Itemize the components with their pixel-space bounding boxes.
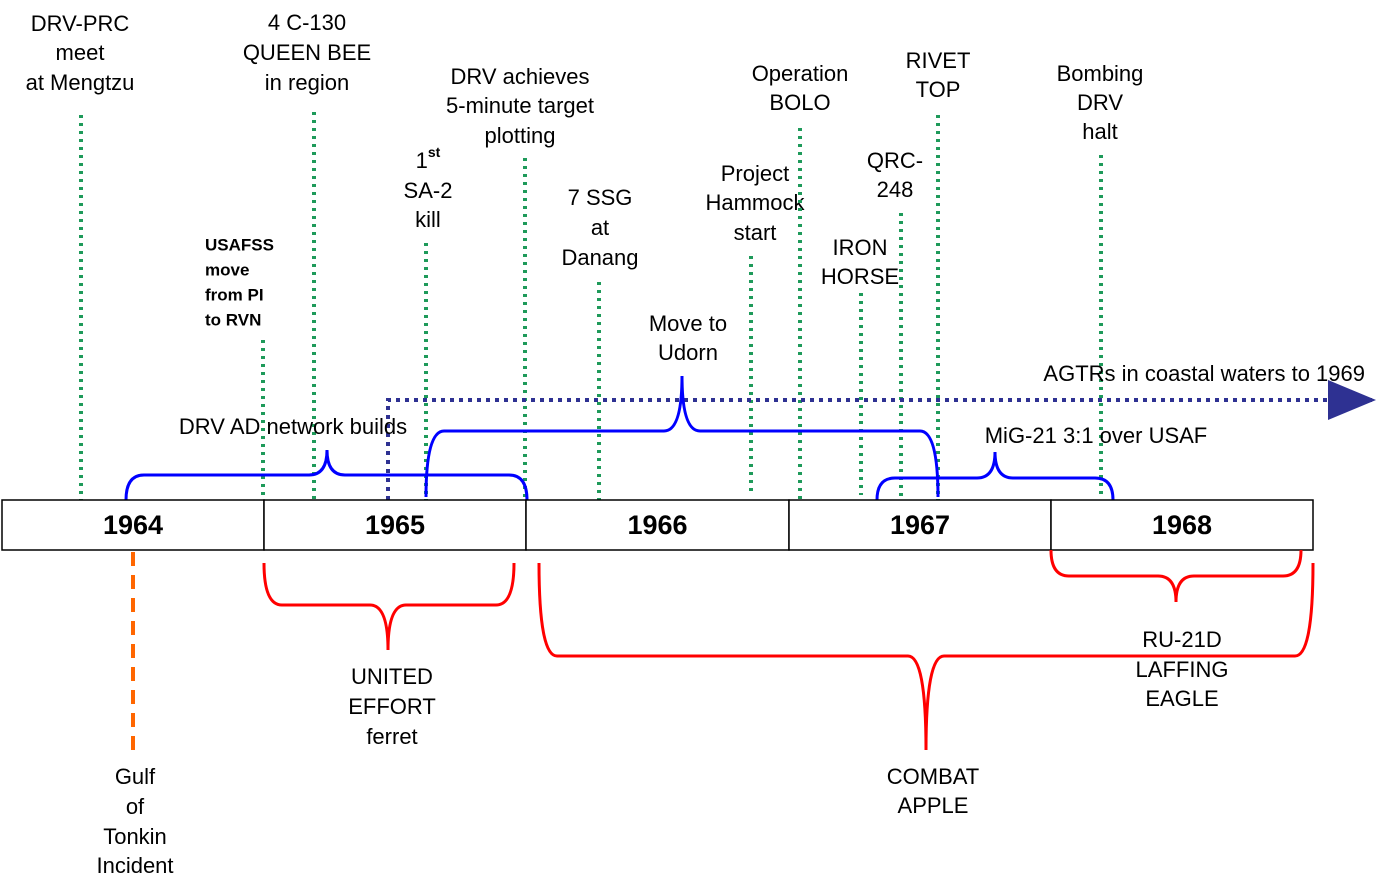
event-label: meet: [56, 40, 105, 65]
blue-brace: [875, 451, 1115, 501]
incident-label: Gulf: [115, 764, 156, 789]
event-label: Hammock: [705, 190, 805, 215]
brace-label: EFFORT: [348, 694, 436, 719]
brace-label: Move to: [649, 311, 727, 336]
event-label: to RVN: [205, 310, 261, 329]
event-label: SA-2: [404, 178, 453, 203]
event-label: QRC-: [867, 148, 923, 173]
event-label: in region: [265, 70, 349, 95]
agtr-arrow: [386, 380, 1376, 500]
year-label: 1966: [627, 510, 687, 540]
event-label-sup: st: [428, 144, 441, 160]
red-brace: [262, 562, 516, 651]
year-label: 1965: [365, 510, 425, 540]
brace-label: DRV AD network builds: [179, 414, 407, 439]
incident-label: of: [126, 794, 145, 819]
red-brace: [537, 562, 1315, 751]
event-label: QUEEN BEE: [243, 40, 371, 65]
event-label: start: [734, 220, 777, 245]
event-label-part: 1: [416, 148, 428, 173]
event-label: Danang: [561, 245, 638, 270]
year-box: [263, 499, 527, 551]
brace-label: RU-21D: [1142, 627, 1221, 652]
event-label: HORSE: [821, 264, 899, 289]
event-label: 7 SSG: [568, 185, 633, 210]
brace-label: UNITED: [351, 664, 433, 689]
event-label: plotting: [485, 123, 556, 148]
event-label: USAFSS: [205, 235, 274, 254]
event-label: TOP: [916, 77, 961, 102]
year-box: [1050, 499, 1314, 551]
event-label: Bombing: [1057, 61, 1144, 86]
year-box: [1, 499, 265, 551]
event-label: 248: [877, 177, 914, 202]
blue-brace: [124, 449, 529, 501]
brace-label: APPLE: [898, 793, 969, 818]
event-label: DRV: [1077, 90, 1123, 115]
event-label: halt: [1082, 119, 1117, 144]
event-label: DRV-PRC: [31, 11, 130, 36]
event-label: DRV achieves: [451, 64, 590, 89]
brace-label: EAGLE: [1145, 686, 1218, 711]
event-label: Operation: [752, 61, 849, 86]
arrow-label: AGTRs in coastal waters to 1969: [1043, 361, 1365, 386]
event-label: IRON: [833, 235, 888, 260]
incident-label: Incident: [96, 853, 173, 878]
event-label: 4 C-130: [268, 10, 346, 35]
brace-label: ferret: [366, 724, 417, 749]
year-label: 1967: [890, 510, 950, 540]
event-label: move: [205, 260, 249, 279]
event-label: at: [591, 215, 609, 240]
year-label: 1964: [103, 510, 163, 540]
event-label: RIVET: [906, 48, 971, 73]
brace-label: Udorn: [658, 340, 718, 365]
brace-label: MiG-21 3:1 over USAF: [985, 423, 1208, 448]
brace-label: COMBAT: [887, 764, 979, 789]
red-brace: [1049, 549, 1303, 603]
event-label: from PI: [205, 285, 264, 304]
year-label: 1968: [1152, 510, 1212, 540]
event-label: 5-minute target: [446, 93, 594, 118]
blue-brace: [424, 375, 940, 498]
brace-label: LAFFING: [1136, 657, 1229, 682]
event-label: at Mengtzu: [26, 70, 135, 95]
event-label: Project: [721, 161, 789, 186]
event-label: kill: [415, 207, 441, 232]
incident-label: Tonkin: [103, 824, 167, 849]
event-label: 1st: [416, 144, 441, 173]
event-label: BOLO: [769, 90, 830, 115]
